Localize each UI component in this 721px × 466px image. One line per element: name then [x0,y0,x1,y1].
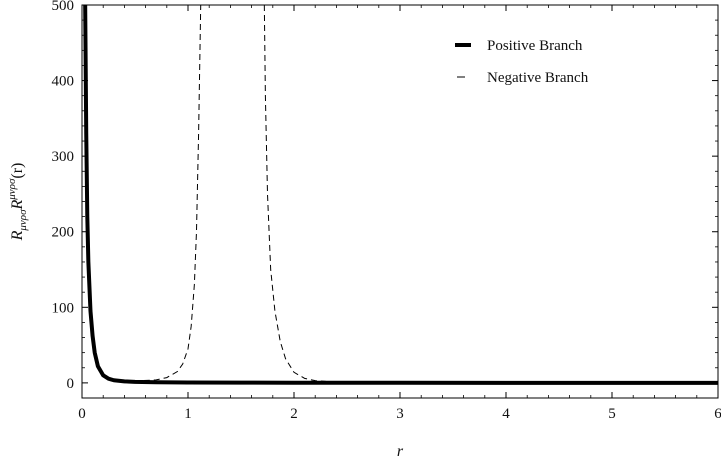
x-tick-label: 2 [290,406,298,422]
x-tick-label: 6 [714,406,721,422]
legend-label: Negative Branch [487,70,589,86]
series-layer [83,5,718,385]
ylabel-argument: (r) [9,163,26,179]
y-tick-label: 500 [52,0,75,14]
legend-label: Positive Branch [487,38,583,54]
y-tick-label: 300 [52,149,75,165]
x-tick-label: 1 [184,406,192,422]
x-tick-label: 0 [78,406,86,422]
x-tick-label: 3 [396,406,404,422]
x-tick-label: 4 [502,406,510,422]
positive-branch-line [83,5,718,385]
y-tick-label: 200 [52,225,75,241]
ylabel-subscript: μνρσ [17,209,29,232]
y-tick-label: 400 [52,74,75,90]
x-axis-title: r [397,443,404,460]
ylabel-base: R [9,230,26,241]
negative-branch-line-segment [113,5,202,382]
y-axis-title: RμνρσRμνρσ(r) [6,163,29,242]
y-tick-label: 100 [52,300,75,316]
ylabel-base2: R [9,199,26,210]
ylabel-superscript: μνρσ [6,178,18,201]
legend: Positive Branch Negative Branch [455,38,589,86]
y-tick-label: 0 [67,376,75,392]
x-tick-label: 5 [608,406,616,422]
